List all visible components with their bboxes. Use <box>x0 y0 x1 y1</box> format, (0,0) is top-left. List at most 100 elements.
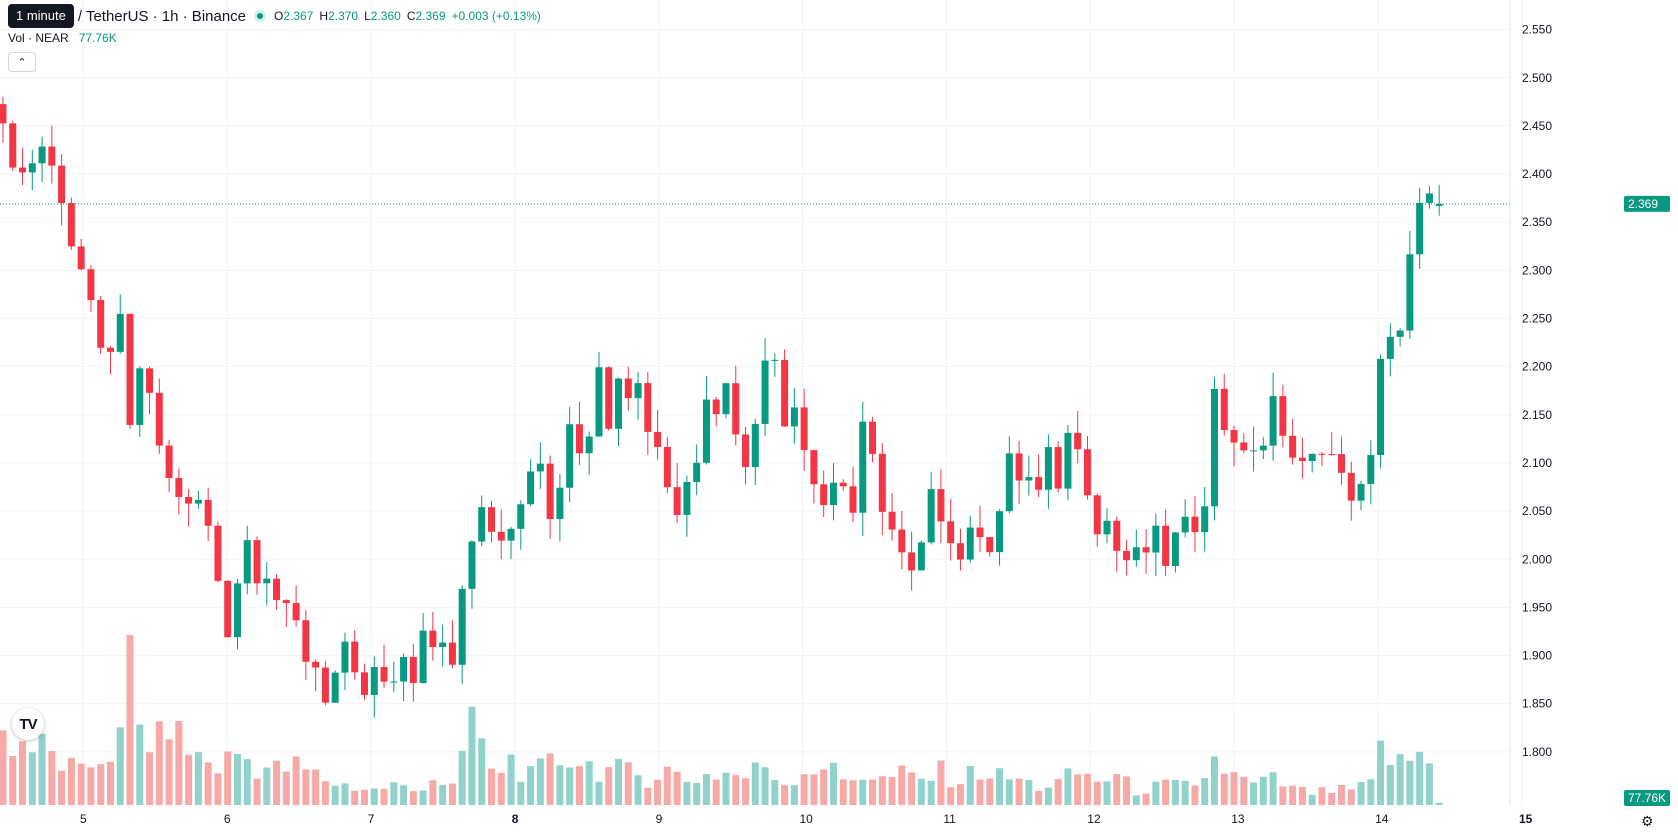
tradingview-logo-icon[interactable]: TV <box>12 708 44 740</box>
candle-body <box>663 446 671 488</box>
candle-body <box>820 484 828 506</box>
symbol-title[interactable]: / TetherUS · 1h · Binance <box>77 7 247 25</box>
symbol-legend: 1 minute / TetherUS · 1h · Binance O2.36… <box>8 4 541 28</box>
volume-bar <box>1074 774 1082 805</box>
candle-body <box>1171 532 1179 566</box>
candle-body <box>1367 455 1375 484</box>
candle-body <box>1337 454 1345 473</box>
gear-icon[interactable]: ⚙ <box>1641 813 1654 829</box>
price-change: +0.003 (+0.13%) <box>451 9 541 23</box>
market-status-icon[interactable] <box>254 10 267 22</box>
candle-body <box>878 453 886 512</box>
y-tick-label: 2.450 <box>1522 119 1552 133</box>
y-tick-label: 2.500 <box>1522 71 1552 85</box>
volume-bar <box>654 779 662 805</box>
volume-bar <box>898 765 906 805</box>
candle-body <box>644 383 652 432</box>
volume-bar <box>1435 802 1443 805</box>
chevron-up-icon: ⌃ <box>17 56 27 69</box>
volume-bar <box>194 752 202 805</box>
close-value: C2.369 <box>406 9 446 23</box>
volume-value: 77.76K <box>78 31 117 45</box>
candle-body <box>517 504 525 529</box>
candle-body <box>97 300 105 348</box>
axes: 1.800 1.850 1.900 1.950 2.000 2.050 2.100 2.150… <box>80 0 1552 826</box>
candle-body <box>556 487 564 520</box>
volume-bar <box>1269 772 1277 805</box>
candle-body <box>312 661 320 668</box>
candle-body <box>1005 453 1013 512</box>
candle-body <box>898 529 906 553</box>
candle-body <box>38 146 46 164</box>
candle-body <box>654 431 662 447</box>
volume-bar <box>1132 795 1140 805</box>
volume-bar <box>781 785 789 805</box>
volume-bar <box>439 784 447 805</box>
last-volume-label: 77.76K <box>1628 791 1666 805</box>
volume-bar <box>986 778 994 805</box>
candle-body <box>273 578 281 601</box>
candle-body <box>712 399 720 415</box>
volume-bar <box>663 766 671 805</box>
candle-body <box>575 424 583 454</box>
volume-bar <box>1025 779 1033 805</box>
candle-body <box>185 496 193 504</box>
candle-body <box>409 656 417 684</box>
volume-bar <box>673 771 681 805</box>
volume-bar <box>1289 785 1297 805</box>
volume-bar <box>507 754 515 805</box>
candle-body <box>302 620 310 662</box>
candle-body <box>869 421 877 454</box>
candle-body <box>292 603 300 621</box>
x-tick-label: 5 <box>80 812 87 826</box>
volume-bar <box>341 783 349 805</box>
x-tick-label: 13 <box>1231 812 1245 826</box>
candle-body <box>1025 477 1033 481</box>
candle-body <box>810 450 818 485</box>
volume-bar <box>321 781 329 805</box>
open-value: O2.367 <box>274 9 314 23</box>
candle-body <box>390 681 398 683</box>
candle-body <box>966 527 974 560</box>
volume-bar <box>1337 784 1345 805</box>
high-value: H2.370 <box>319 9 359 23</box>
volume-bar <box>1210 756 1218 805</box>
volume-bar <box>722 772 730 805</box>
candle-body <box>566 424 574 488</box>
candle-body <box>67 202 75 247</box>
volume-bar <box>1377 740 1385 805</box>
candle-body <box>331 672 339 703</box>
candle-body <box>761 360 769 424</box>
candle-body <box>1201 506 1209 533</box>
candle-body <box>507 528 515 541</box>
candle-body <box>263 578 271 584</box>
candlesticks <box>0 96 1443 718</box>
volume-bar <box>1416 751 1424 805</box>
candle-body <box>1308 453 1316 461</box>
volume-bars <box>0 635 1443 805</box>
candle-body <box>546 463 554 520</box>
candle-body <box>1181 516 1189 533</box>
volume-bar <box>1406 760 1414 805</box>
volume-bar <box>1328 792 1336 805</box>
volume-bar <box>1318 787 1326 805</box>
candle-body <box>751 423 759 468</box>
volume-bar <box>468 706 476 805</box>
volume-bar <box>312 769 320 805</box>
volume-bar <box>106 761 114 805</box>
collapse-legend-button[interactable]: ⌃ <box>8 52 36 72</box>
volume-bar <box>1015 778 1023 805</box>
candle-body <box>146 368 154 393</box>
candle-body <box>937 489 945 522</box>
volume-bar <box>820 769 828 805</box>
volume-bar <box>624 762 632 805</box>
volume-bar <box>185 754 193 805</box>
volume-bar <box>1035 790 1043 805</box>
candle-body <box>321 667 329 703</box>
volume-bar <box>1240 776 1248 805</box>
volume-bar <box>927 780 935 805</box>
candle-body <box>1074 432 1082 450</box>
candle-body <box>194 499 202 504</box>
x-tick-label: 8 <box>512 812 519 826</box>
